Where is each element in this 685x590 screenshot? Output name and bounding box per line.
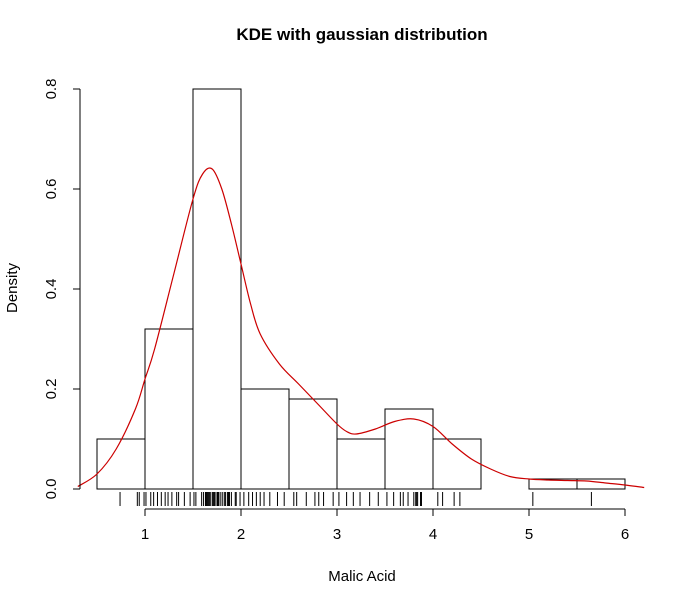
histogram-bar <box>288 398 338 490</box>
y-tick-label: 0.2 <box>43 379 60 400</box>
histogram-bar <box>192 88 242 490</box>
y-tick-label: 0.6 <box>43 179 60 200</box>
histogram-bar <box>144 328 194 490</box>
histogram-bar <box>576 478 626 490</box>
y-axis: 0.0 0.2 0.4 0.6 0.8 <box>43 79 81 500</box>
x-tick-label: 1 <box>141 526 149 543</box>
histogram-bar <box>240 388 290 490</box>
x-axis: 1 2 3 4 5 6 <box>141 508 629 543</box>
histogram-bar <box>384 408 434 490</box>
kde-curve-layer <box>77 167 645 489</box>
y-tick-label: 0.4 <box>43 279 60 300</box>
y-axis-label: Density <box>4 262 21 313</box>
y-tick-label: 0.8 <box>43 79 60 100</box>
histogram-bar <box>336 438 386 490</box>
histogram-bar <box>96 438 146 490</box>
x-tick-label: 6 <box>621 526 629 543</box>
chart-title: KDE with gaussian distribution <box>236 25 487 44</box>
histogram-bars <box>96 88 626 490</box>
histogram-bar <box>432 438 482 490</box>
x-tick-label: 4 <box>429 526 437 543</box>
x-tick-label: 3 <box>333 526 341 543</box>
kde-curve <box>77 167 645 489</box>
x-tick-label: 2 <box>237 526 245 543</box>
x-tick-label: 5 <box>525 526 533 543</box>
x-axis-label: Malic Acid <box>328 568 396 585</box>
rug-marks <box>119 492 592 506</box>
y-tick-label: 0.0 <box>43 479 60 500</box>
